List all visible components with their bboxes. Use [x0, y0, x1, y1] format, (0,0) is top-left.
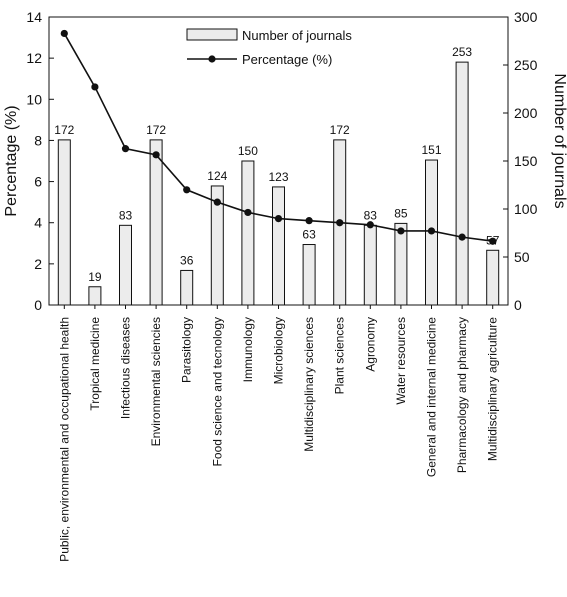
- x-category-label: Food science and tecnology: [210, 317, 224, 466]
- percentage-point: [489, 237, 497, 245]
- x-category-label: Multidisciplinary sciences: [302, 317, 316, 452]
- percentage-point: [121, 145, 130, 153]
- y-right-tick-label: 100: [514, 201, 538, 217]
- y-right-tick-label: 0: [514, 297, 522, 313]
- percentage-point: [152, 151, 160, 159]
- y-left-tick-label: 0: [34, 297, 42, 313]
- legend-line-marker: [208, 55, 216, 63]
- bar: [88, 286, 102, 306]
- percentage-point: [213, 198, 221, 206]
- x-category-label: Infectious diseases: [119, 317, 133, 419]
- percentage-point: [366, 221, 374, 229]
- y-left-tick-label: 12: [26, 50, 42, 66]
- bar-value-label: 151: [421, 143, 441, 157]
- bar-value-label: 172: [54, 123, 74, 137]
- bar: [272, 186, 285, 306]
- y-right-tick-label: 50: [514, 249, 530, 265]
- y-left-tick-label: 14: [26, 9, 42, 25]
- legend-bar-swatch: [186, 28, 238, 41]
- legend: Number of journals Percentage (%): [186, 28, 352, 67]
- y-right-tick-label: 250: [514, 57, 538, 73]
- bar-value-label: 83: [364, 208, 378, 222]
- percentage-point: [305, 217, 313, 225]
- percentage-point: [183, 186, 191, 194]
- y-axis-title-left: Percentage (%): [3, 105, 20, 216]
- bar: [394, 222, 408, 306]
- x-category-label: Tropical medicine: [88, 317, 102, 411]
- bar: [149, 139, 163, 306]
- legend-bar-label: Number of journals: [242, 28, 352, 43]
- x-category-label: Agronomy: [363, 317, 377, 372]
- bar-value-label: 124: [207, 169, 227, 183]
- y-right-tick-label: 300: [514, 9, 538, 25]
- bar-value-label: 83: [119, 208, 133, 222]
- x-category-label: General and internal medicine: [425, 317, 439, 477]
- bar: [302, 244, 316, 306]
- plot-area: 1721983172361241501236317283851512535702…: [26, 9, 537, 562]
- y-left-tick-label: 8: [34, 132, 42, 148]
- x-category-label: Microbiology: [272, 317, 286, 384]
- x-category-label: Immunology: [241, 317, 255, 382]
- bar: [455, 61, 469, 306]
- percentage-point: [336, 219, 344, 227]
- x-category-label: Parasitology: [180, 317, 194, 383]
- bar-value-label: 19: [88, 270, 102, 284]
- percentage-point: [274, 215, 283, 223]
- percentage-point: [397, 227, 405, 235]
- bar-value-label: 172: [330, 123, 350, 137]
- bar-value-label: 150: [238, 144, 258, 158]
- y-left-tick-label: 6: [34, 174, 42, 190]
- y-right-tick-label: 150: [514, 153, 538, 169]
- percentage-point: [91, 83, 99, 91]
- x-category-label: Plant sciences: [333, 317, 347, 394]
- bar: [241, 160, 255, 306]
- x-category-label: Water resources: [394, 317, 408, 405]
- bar-value-label: 36: [180, 253, 194, 267]
- y-axis-title-right: Number of journals: [551, 73, 567, 208]
- y-left-tick-label: 10: [26, 91, 42, 107]
- y-left-tick-label: 4: [34, 215, 42, 231]
- x-category-label: Multidisciplinary agriculture: [486, 317, 500, 461]
- bar-value-label: 123: [268, 170, 288, 184]
- percentage-point: [458, 233, 466, 241]
- bar-value-label: 253: [452, 45, 472, 59]
- x-category-label: Pharmacology and pharmacy: [455, 317, 469, 473]
- x-category-label: Environmental sciencies: [149, 317, 163, 446]
- y-left-tick-label: 2: [34, 256, 42, 272]
- bar: [363, 224, 377, 306]
- legend-line-label: Percentage (%): [242, 52, 332, 67]
- x-category-label: Public, environmental and occupational h…: [57, 317, 71, 562]
- bar-value-label: 85: [394, 206, 408, 220]
- bar-value-label: 172: [146, 123, 166, 137]
- percentage-point: [60, 29, 68, 38]
- percentage-point: [244, 208, 252, 217]
- bar: [57, 139, 71, 306]
- y-right-tick-label: 200: [514, 105, 538, 121]
- percentage-point: [427, 227, 436, 235]
- bar-value-label: 63: [302, 228, 316, 242]
- bar: [486, 249, 500, 306]
- bar: [119, 224, 132, 306]
- bar: [180, 269, 194, 306]
